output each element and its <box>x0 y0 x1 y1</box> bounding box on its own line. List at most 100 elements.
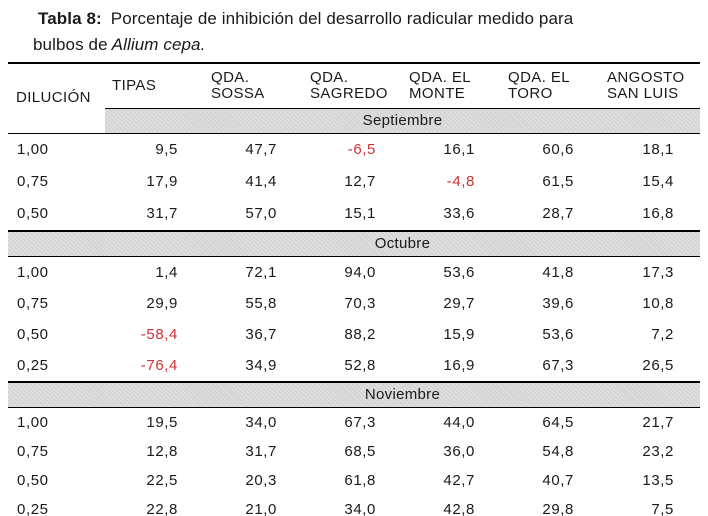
month-band-label: Octubre <box>105 229 700 257</box>
value-cell: 31,7 <box>146 205 178 222</box>
value-cell: 57,0 <box>245 205 277 222</box>
value-cell: 34,0 <box>245 413 277 431</box>
value-cell: 12,8 <box>146 442 178 460</box>
table-row: 0,25 22,8 21,0 34,0 42,8 29,8 7,5 <box>8 495 700 516</box>
value-cell: 72,1 <box>245 263 277 281</box>
value-cell: 42,7 <box>443 471 475 489</box>
value-cell: 21,7 <box>642 413 674 431</box>
value-cell: 28,7 <box>542 205 574 222</box>
value-cell: 54,8 <box>542 442 574 460</box>
month-band-label: Noviembre <box>105 380 700 408</box>
value-cell: 36,7 <box>245 325 277 343</box>
value-cell: -4,8 <box>446 173 475 190</box>
value-cell: 9,5 <box>155 141 178 158</box>
value-cell: 39,6 <box>542 294 574 312</box>
value-cell: 41,4 <box>245 173 277 190</box>
value-cell: -58,4 <box>140 325 178 343</box>
column-header-qda-sossa: QDA. SOSSA <box>204 63 303 109</box>
value-cell: 53,6 <box>542 325 574 343</box>
value-cell: 29,9 <box>146 294 178 312</box>
value-cell: 88,2 <box>344 325 376 343</box>
month-band-row: Noviembre <box>8 380 700 408</box>
dilution-cell: 1,00 <box>17 263 49 281</box>
value-cell: 15,4 <box>642 173 674 190</box>
caption-species: Allium cepa. <box>111 35 206 54</box>
value-cell: 44,0 <box>443 413 475 431</box>
month-band-spacer <box>8 229 105 257</box>
value-cell: 22,8 <box>146 500 178 516</box>
month-band-row: Octubre <box>8 229 700 257</box>
value-cell: 21,0 <box>245 500 277 516</box>
value-cell: 15,1 <box>344 205 376 222</box>
value-cell: 40,7 <box>542 471 574 489</box>
month-band-row: Septiembre <box>8 108 700 134</box>
column-header-qda-el-toro: QDA. EL TORO <box>501 63 600 109</box>
value-cell: 12,7 <box>344 173 376 190</box>
table-caption: Tabla 8: Porcentaje de inhibición del des… <box>33 6 673 58</box>
value-cell: 53,6 <box>443 263 475 281</box>
column-header-qda-el-monte: QDA. EL MONTE <box>402 63 501 109</box>
value-cell: 15,9 <box>443 325 475 343</box>
dilution-cell: 0,50 <box>17 471 49 489</box>
value-cell: 18,1 <box>642 141 674 158</box>
value-cell: 20,3 <box>245 471 277 489</box>
value-cell: 94,0 <box>344 263 376 281</box>
data-table: DILUCIÓN TIPAS QDA. SOSSA QDA. SAGREDO Q… <box>8 62 700 516</box>
value-cell: 67,3 <box>344 413 376 431</box>
value-cell: 13,5 <box>642 471 674 489</box>
value-cell: 1,4 <box>155 263 178 281</box>
dilution-cell: 0,25 <box>17 500 49 516</box>
value-cell: 70,3 <box>344 294 376 312</box>
value-cell: 17,3 <box>642 263 674 281</box>
value-cell: -76,4 <box>140 356 178 374</box>
table-row: 0,50 22,5 20,3 61,8 42,7 40,7 13,5 <box>8 466 700 495</box>
table-row: 0,75 29,9 55,8 70,3 29,7 39,6 10,8 <box>8 288 700 319</box>
value-cell: 34,9 <box>245 356 277 374</box>
dilution-cell: 0,25 <box>17 356 49 374</box>
value-cell: 42,8 <box>443 500 475 516</box>
dilution-cell: 1,00 <box>17 413 49 431</box>
value-cell: 10,8 <box>642 294 674 312</box>
table-row: 0,50 31,7 57,0 15,1 33,6 28,7 16,8 <box>8 198 700 231</box>
value-cell: 7,5 <box>651 500 674 516</box>
value-cell: 64,5 <box>542 413 574 431</box>
value-cell: 61,8 <box>344 471 376 489</box>
value-cell: 31,7 <box>245 442 277 460</box>
value-cell: 16,9 <box>443 356 475 374</box>
column-header-angosto-san-luis: ANGOSTO SAN LUIS <box>600 63 700 109</box>
month-band-spacer <box>8 380 105 408</box>
column-header-qda-sagredo: QDA. SAGREDO <box>303 63 402 109</box>
column-header-dilucion: DILUCIÓN <box>8 63 105 134</box>
value-cell: 67,3 <box>542 356 574 374</box>
dilution-cell: 0,75 <box>17 173 49 190</box>
table-row: 0,75 17,9 41,4 12,7 -4,8 61,5 15,4 <box>8 166 700 198</box>
table-row: 0,50 -58,4 36,7 88,2 15,9 53,6 7,2 <box>8 319 700 350</box>
value-cell: 36,0 <box>443 442 475 460</box>
caption-text-1: Porcentaje de inhibición del desarrollo … <box>110 9 574 28</box>
value-cell: 29,8 <box>542 500 574 516</box>
dilution-cell: 0,75 <box>17 294 49 312</box>
dilution-cell: 0,50 <box>17 205 49 222</box>
caption-text-2: bulbos de <box>33 35 108 54</box>
value-cell: 23,2 <box>642 442 674 460</box>
caption-label: Tabla 8: <box>38 9 102 28</box>
value-cell: 55,8 <box>245 294 277 312</box>
month-band-label: Septiembre <box>105 108 700 134</box>
value-cell: 33,6 <box>443 205 475 222</box>
value-cell: 60,6 <box>542 141 574 158</box>
value-cell: 17,9 <box>146 173 178 190</box>
value-cell: 16,1 <box>443 141 475 158</box>
value-cell: -6,5 <box>347 141 376 158</box>
table-row: 1,00 1,4 72,1 94,0 53,6 41,8 17,3 <box>8 256 700 288</box>
table-row: 1,00 19,5 34,0 67,3 44,0 64,5 21,7 <box>8 407 700 437</box>
dilution-cell: 0,50 <box>17 325 49 343</box>
value-cell: 7,2 <box>651 325 674 343</box>
table-row: 0,75 12,8 31,7 68,5 36,0 54,8 23,2 <box>8 437 700 466</box>
value-cell: 22,5 <box>146 471 178 489</box>
caption-line-1: Tabla 8: Porcentaje de inhibición del des… <box>33 6 673 32</box>
value-cell: 41,8 <box>542 263 574 281</box>
value-cell: 47,7 <box>245 141 277 158</box>
table-row: 0,25 -76,4 34,9 52,8 16,9 67,3 26,5 <box>8 350 700 382</box>
value-cell: 16,8 <box>642 205 674 222</box>
